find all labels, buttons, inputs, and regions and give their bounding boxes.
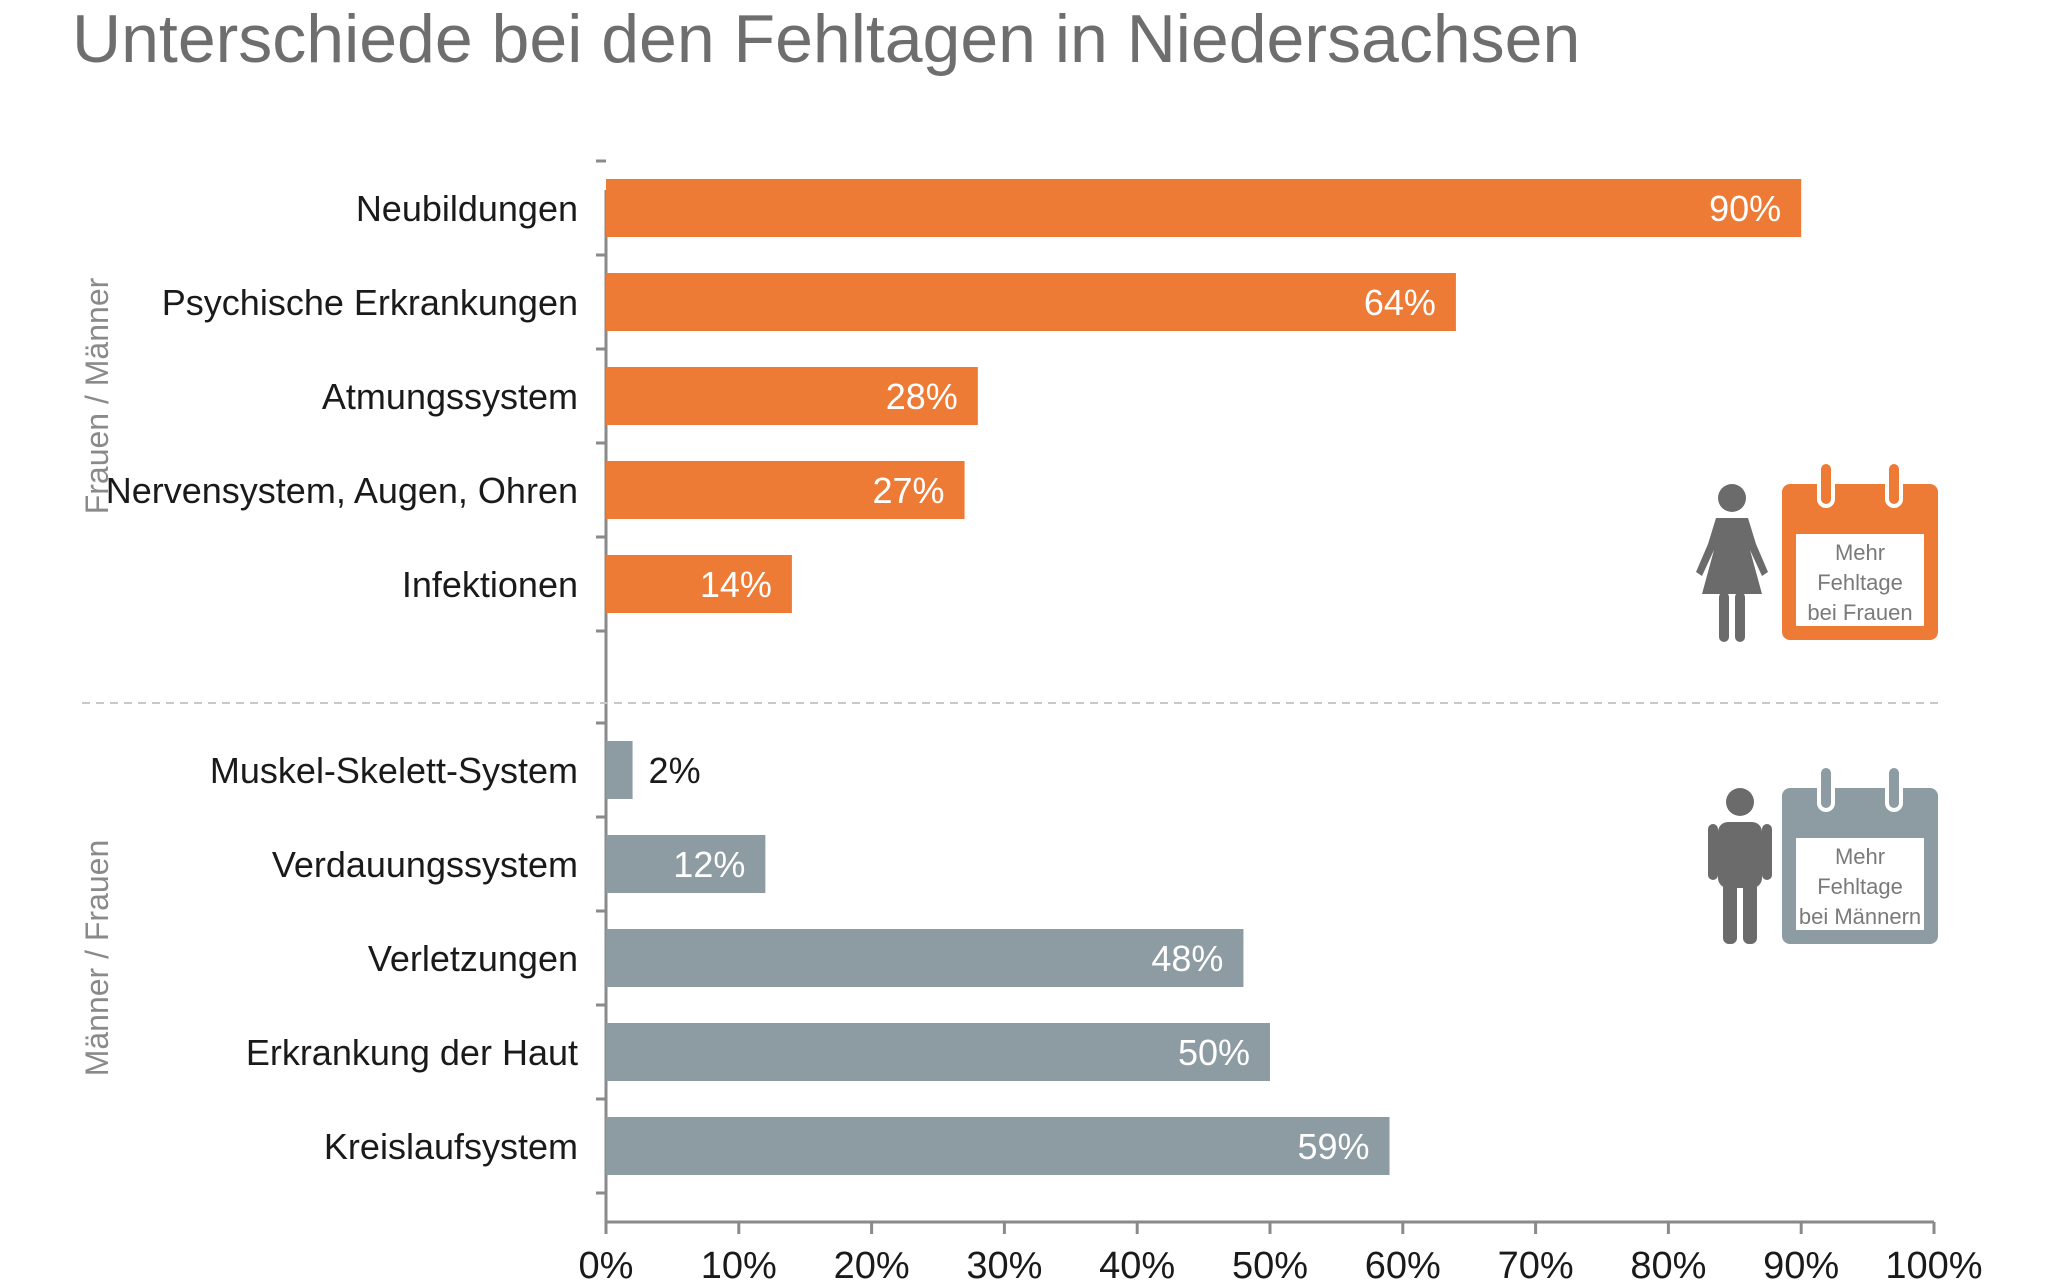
calendar-text: Mehr (1835, 540, 1885, 565)
bar (606, 273, 1456, 331)
category-label: Nervensystem, Augen, Ohren (106, 470, 578, 511)
category-label: Psychische Erkrankungen (162, 282, 578, 323)
bar (606, 367, 978, 425)
calendar-icon: Mehr Fehltage bei Frauen (1782, 460, 1938, 640)
x-tick-label: 30% (966, 1245, 1042, 1280)
category-label: Muskel-Skelett-System (210, 750, 578, 791)
bar (606, 835, 766, 893)
x-tick-label: 10% (701, 1245, 777, 1280)
calendar-text: bei Männern (1799, 904, 1921, 929)
value-label: 12% (673, 844, 745, 885)
x-tick-label: 90% (1763, 1245, 1839, 1280)
bar (606, 1117, 1390, 1175)
calendar-icon: Mehr Fehltage bei Männern (1782, 764, 1938, 944)
axis-layer: 0% 10% 20% 30% 40% 50% 60% 70% 80% 90% 100% (82, 159, 1983, 1280)
man-arm (1708, 824, 1718, 880)
category-label: Erkrankung der Haut (246, 1032, 578, 1073)
x-tick-label: 100% (1885, 1245, 1982, 1280)
woman-icon (1696, 484, 1768, 642)
man-leg (1723, 882, 1737, 944)
value-label: 14% (700, 564, 772, 605)
category-label: Verletzungen (368, 938, 578, 979)
calendar-ring (1889, 768, 1899, 808)
group-label: Männer / Frauen (79, 840, 115, 1077)
bar (606, 929, 1244, 987)
woman-leg (1735, 592, 1745, 642)
category-label: Infektionen (402, 564, 578, 605)
x-tick-label: 0% (579, 1245, 634, 1280)
value-label: 28% (886, 376, 958, 417)
x-tick-label: 60% (1365, 1245, 1441, 1280)
bar (606, 179, 1802, 237)
woman-body (1696, 518, 1768, 594)
x-tick-label: 70% (1498, 1245, 1574, 1280)
labels-layer: Neubildungen 90% Psychische Erkrankungen 64… (79, 188, 1781, 1167)
x-tick-label: 80% (1630, 1245, 1706, 1280)
man-arm (1762, 824, 1772, 880)
calendar-ring (1821, 768, 1831, 808)
man-leg (1743, 882, 1757, 944)
woman-head (1718, 484, 1746, 512)
value-label: 2% (649, 750, 701, 791)
calendar-page (1796, 534, 1924, 626)
bar (606, 741, 633, 799)
calendar-text: bei Frauen (1807, 600, 1912, 625)
value-label: 59% (1297, 1126, 1369, 1167)
category-label: Neubildungen (356, 188, 578, 229)
value-label: 48% (1151, 938, 1223, 979)
category-label: Kreislaufsystem (324, 1126, 578, 1167)
x-tick-label: 20% (834, 1245, 910, 1280)
calendar-text: Fehltage (1817, 570, 1903, 595)
calendar-ring (1821, 464, 1831, 504)
legend-layer: Mehr Fehltage bei Frauen Mehr Fehltage bei Mä… (1696, 460, 1938, 944)
man-head (1726, 788, 1754, 816)
value-label: 50% (1178, 1032, 1250, 1073)
man-icon (1708, 788, 1772, 944)
value-label: 64% (1364, 282, 1436, 323)
calendar-text: Fehltage (1817, 874, 1903, 899)
calendar-page (1796, 838, 1924, 930)
bar (606, 555, 792, 613)
chart-title: Unterschiede bei den Fehltagen in Nieder… (72, 1, 1580, 77)
woman-leg (1719, 592, 1729, 642)
x-tick-label: 40% (1099, 1245, 1175, 1280)
group-label: Frauen / Männer (79, 277, 115, 514)
calendar-text: Mehr (1835, 844, 1885, 869)
bar (606, 1023, 1270, 1081)
man-torso (1718, 822, 1762, 888)
x-tick-label: 50% (1232, 1245, 1308, 1280)
category-label: Atmungssystem (322, 376, 578, 417)
calendar-ring (1889, 464, 1899, 504)
bars-layer (606, 179, 1802, 1175)
value-label: 90% (1709, 188, 1781, 229)
bar (606, 461, 965, 519)
value-label: 27% (872, 470, 944, 511)
category-label: Verdauungssystem (272, 844, 578, 885)
